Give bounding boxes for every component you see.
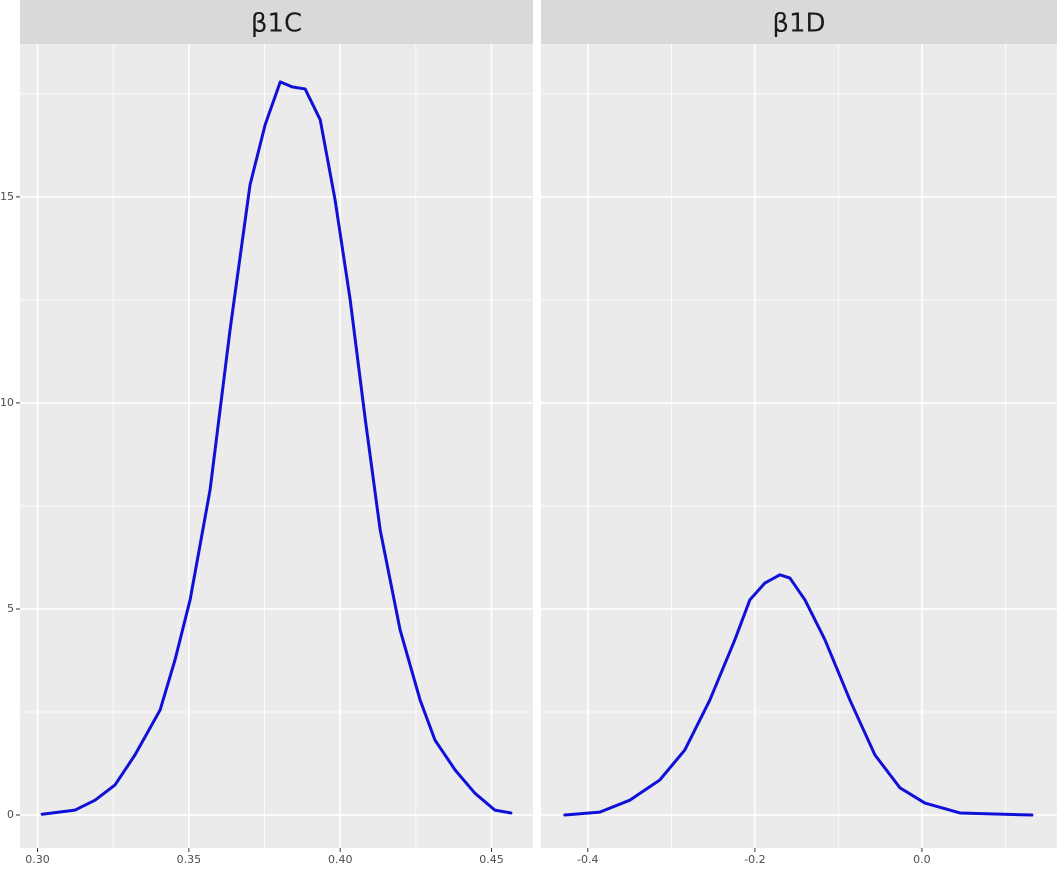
x-tick-label: 0.35 xyxy=(177,853,202,866)
y-tick-label: 0 xyxy=(7,808,14,821)
x-tick-label: -0.2 xyxy=(744,853,765,866)
x-tick-label: 0.45 xyxy=(479,853,504,866)
x-tick-label: 0.40 xyxy=(328,853,353,866)
density-line xyxy=(563,573,1034,817)
x-tick-label: 0.0 xyxy=(913,853,931,866)
y-tick-label: 5 xyxy=(7,602,14,615)
x-tick-label: -0.4 xyxy=(577,853,598,866)
strip xyxy=(20,0,533,44)
panel-background xyxy=(541,44,1057,848)
strip-text: β1D xyxy=(772,9,825,39)
strip-text: β1C xyxy=(251,9,302,39)
y-tick-label: 15 xyxy=(0,190,14,203)
panel-background xyxy=(20,44,533,848)
strip xyxy=(541,0,1057,44)
density-line xyxy=(40,80,513,816)
x-tick-label: 0.30 xyxy=(25,853,50,866)
y-tick-label: 10 xyxy=(0,396,14,409)
